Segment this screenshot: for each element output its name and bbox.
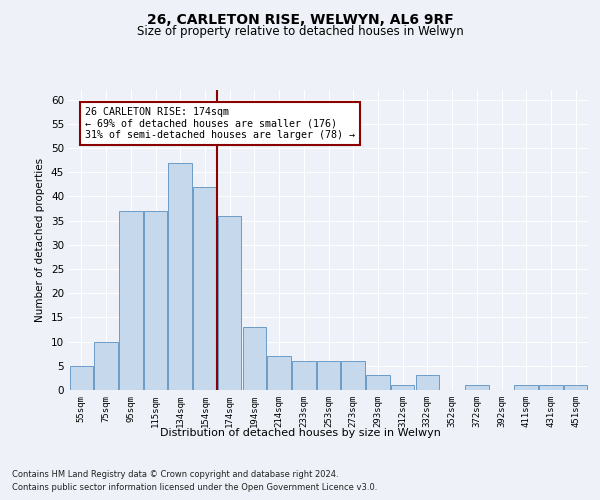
Text: Size of property relative to detached houses in Welwyn: Size of property relative to detached ho… [137,25,463,38]
Bar [193,187,217,390]
Bar [218,216,241,390]
Bar [391,385,415,390]
Bar [292,361,316,390]
Text: Distribution of detached houses by size in Welwyn: Distribution of detached houses by size … [160,428,440,438]
Text: 26 CARLETON RISE: 174sqm
← 69% of detached houses are smaller (176)
31% of semi-: 26 CARLETON RISE: 174sqm ← 69% of detach… [85,107,355,140]
Bar [416,376,439,390]
Bar [119,211,143,390]
Bar [169,162,192,390]
Bar [514,385,538,390]
Bar [564,385,587,390]
Bar [366,376,389,390]
Bar [144,211,167,390]
Text: 26, CARLETON RISE, WELWYN, AL6 9RF: 26, CARLETON RISE, WELWYN, AL6 9RF [146,12,454,26]
Bar [539,385,563,390]
Text: Contains public sector information licensed under the Open Government Licence v3: Contains public sector information licen… [12,482,377,492]
Y-axis label: Number of detached properties: Number of detached properties [35,158,46,322]
Text: Contains HM Land Registry data © Crown copyright and database right 2024.: Contains HM Land Registry data © Crown c… [12,470,338,479]
Bar [317,361,340,390]
Bar [341,361,365,390]
Bar [268,356,291,390]
Bar [70,366,93,390]
Bar [242,327,266,390]
Bar [465,385,488,390]
Bar [94,342,118,390]
